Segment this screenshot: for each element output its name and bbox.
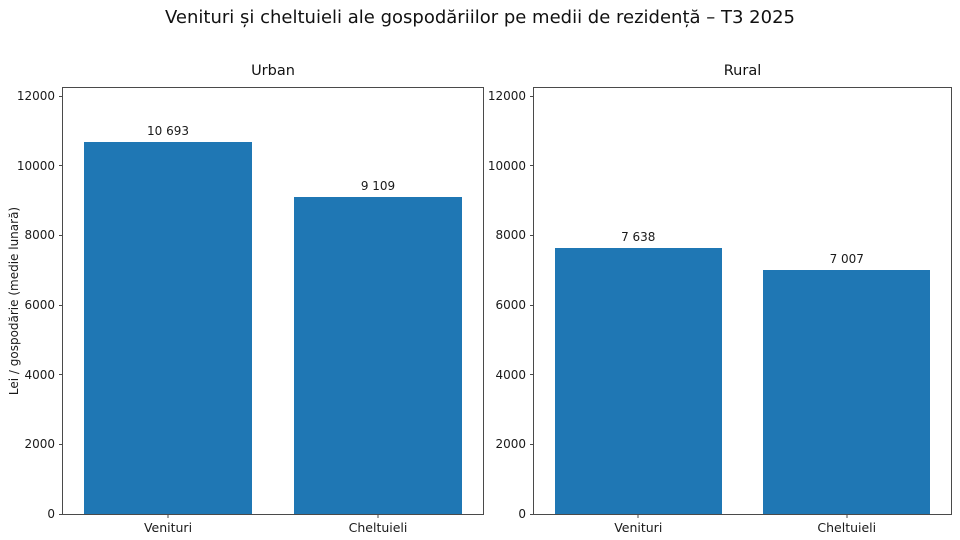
x-tick-label: Cheltuieli — [817, 520, 877, 535]
subplot-rural: Rural 0 2000 4000 6000 8000 10000 12000 7 638 Ve… — [488, 61, 952, 535]
figure-title: Venituri și cheltuieli ale gospodăriilor… — [165, 7, 795, 28]
y-tick-mark — [59, 443, 63, 445]
subplot-urban: Urban 0 2000 4000 6000 8000 10000 12000 10 693 V… — [17, 61, 484, 535]
y-tick-label: 12000 — [16, 89, 55, 103]
y-axis-label: Lei / gospodărie (medie lunară) — [7, 206, 21, 396]
y-tick-mark — [59, 304, 63, 306]
y-tick-label: 4000 — [24, 367, 55, 382]
y-tick-label: 6000 — [24, 298, 55, 312]
y-tick-mark — [530, 234, 534, 236]
x-tick-label: Cheltuieli — [348, 520, 408, 535]
y-tick-mark — [59, 95, 63, 97]
y-tick-mark — [59, 513, 63, 515]
y-tick-mark — [530, 165, 534, 167]
bar-venituri — [554, 247, 722, 514]
bar-cheltuieli — [763, 269, 931, 514]
y-tick-label: 2000 — [24, 437, 55, 452]
axes-title-urban: Urban — [251, 63, 295, 79]
y-tick-mark — [59, 374, 63, 376]
bar-venituri — [84, 141, 252, 514]
y-tick-mark — [530, 443, 534, 445]
y-tick-mark — [59, 234, 63, 236]
y-tick-label: 0 — [47, 507, 55, 521]
x-tick-mark — [377, 514, 379, 518]
bar-cheltuieli — [294, 196, 462, 514]
x-tick-label: Venituri — [614, 520, 663, 535]
y-tick-label: 12000 — [487, 89, 526, 103]
x-tick-mark — [167, 514, 169, 518]
y-tick-label: 8000 — [495, 228, 526, 243]
y-tick-mark — [530, 95, 534, 97]
y-tick-label: 0 — [518, 507, 526, 521]
y-tick-mark — [59, 165, 63, 167]
y-tick-mark — [530, 304, 534, 306]
bar-value-label: 10 693 — [147, 123, 189, 138]
bar-value-label: 7 638 — [621, 229, 656, 244]
x-tick-mark — [846, 514, 848, 518]
y-tick-mark — [530, 374, 534, 376]
plot-area-rural: 0 2000 4000 6000 8000 10000 12000 7 638 Venituri… — [488, 87, 952, 535]
bar-value-label: 7 007 — [829, 251, 864, 266]
y-tick-mark — [530, 513, 534, 515]
plot-area-urban: 0 2000 4000 6000 8000 10000 12000 10 693 Venitur… — [17, 87, 484, 535]
y-tick-label: 10000 — [16, 158, 55, 173]
axes-title-rural: Rural — [723, 63, 762, 79]
bar-value-label: 9 109 — [360, 178, 396, 193]
y-tick-label: 6000 — [495, 298, 526, 312]
y-tick-label: 2000 — [495, 437, 526, 452]
y-tick-label: 8000 — [24, 228, 55, 243]
y-tick-label: 4000 — [495, 367, 526, 382]
x-tick-mark — [637, 514, 639, 518]
y-tick-label: 10000 — [487, 158, 526, 173]
x-tick-label: Venituri — [143, 520, 193, 535]
